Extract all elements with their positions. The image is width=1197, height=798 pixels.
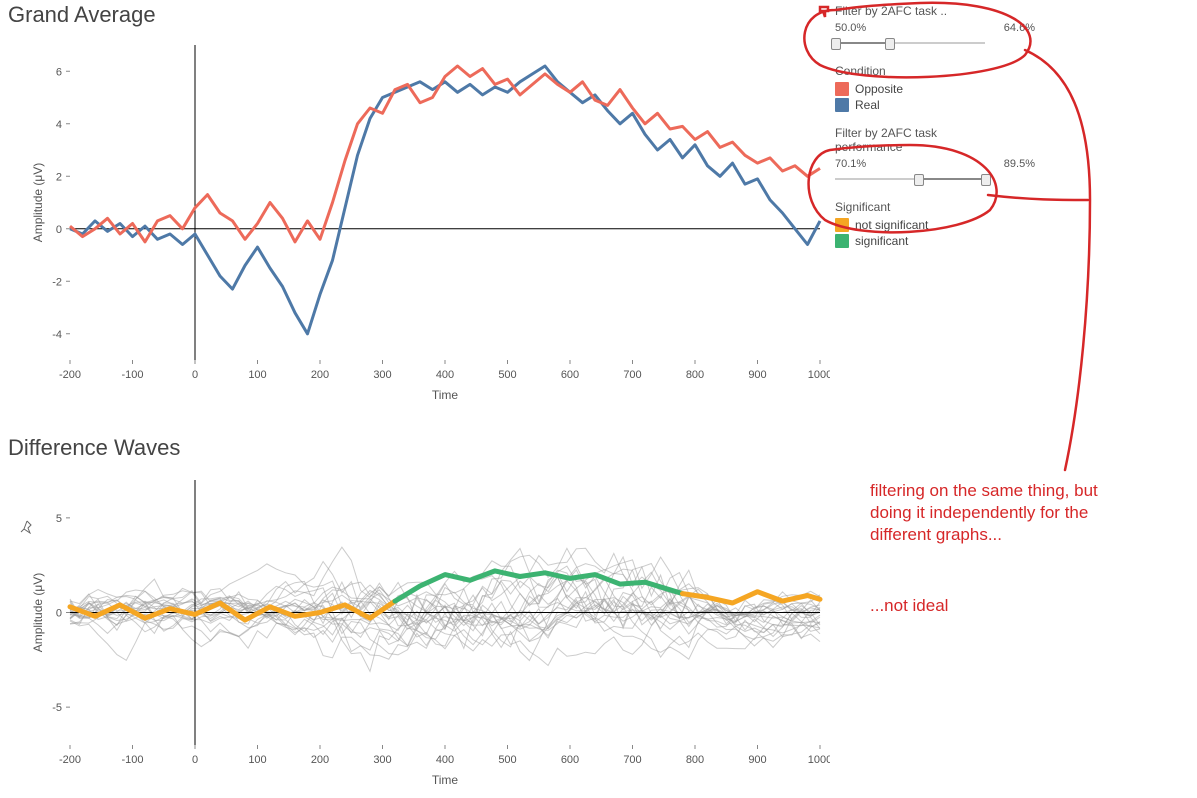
svg-text:200: 200 xyxy=(311,369,329,381)
svg-text:800: 800 xyxy=(686,369,704,381)
filter1-min-label: 50.0% xyxy=(835,22,866,34)
svg-text:0: 0 xyxy=(192,754,198,766)
svg-text:-4: -4 xyxy=(52,329,62,341)
significant-legend: Significant not significant significant xyxy=(835,200,1035,248)
svg-text:900: 900 xyxy=(748,369,766,381)
svg-text:-200: -200 xyxy=(59,369,81,381)
svg-text:Amplitude (μV): Amplitude (μV) xyxy=(31,163,45,243)
svg-text:700: 700 xyxy=(623,754,641,766)
condition-swatch xyxy=(835,82,849,96)
grand-average-chart: -4 -2 0 2 4 6 -200 -100 0 100 200 300 400 500 600 700 80… xyxy=(30,35,830,405)
svg-text:700: 700 xyxy=(623,369,641,381)
svg-text:Time: Time xyxy=(432,388,459,402)
significant-item[interactable]: not significant xyxy=(835,218,1035,232)
svg-text:100: 100 xyxy=(248,369,266,381)
filter1-block: Filter by 2AFC task .. 50.0% 64.6% xyxy=(835,4,1035,50)
filter1-slider[interactable] xyxy=(835,36,985,50)
chart2-title: Difference Waves xyxy=(8,435,180,461)
svg-text:1000: 1000 xyxy=(808,754,830,766)
pin-icon xyxy=(818,5,832,19)
condition-label: Opposite xyxy=(855,82,903,96)
filter2-block: Filter by 2AFC task performance 70.1% 89… xyxy=(835,126,1035,186)
svg-text:600: 600 xyxy=(561,754,579,766)
condition-label: Real xyxy=(855,98,880,112)
filter1-title: Filter by 2AFC task .. xyxy=(835,4,1035,18)
significant-swatch xyxy=(835,234,849,248)
svg-text:400: 400 xyxy=(436,754,454,766)
significant-label: not significant xyxy=(855,218,928,232)
filter1-range-labels: 50.0% 64.6% xyxy=(835,22,1035,34)
svg-text:-2: -2 xyxy=(52,276,62,288)
svg-text:2: 2 xyxy=(56,171,62,183)
chart1-title: Grand Average xyxy=(8,2,156,28)
difference-waves-chart: -5 0 5 -200 -100 0 100 200 300 400 500 600 700 800 900… xyxy=(30,470,830,790)
svg-text:200: 200 xyxy=(311,754,329,766)
svg-text:100: 100 xyxy=(248,754,266,766)
svg-text:-100: -100 xyxy=(121,754,143,766)
pin-icon xyxy=(20,520,34,534)
significant-label: significant xyxy=(855,234,908,248)
condition-item[interactable]: Real xyxy=(835,98,1035,112)
filter2-slider[interactable] xyxy=(835,172,985,186)
filter2-min-label: 70.1% xyxy=(835,158,866,170)
filter2-range-labels: 70.1% 89.5% xyxy=(835,158,1035,170)
condition-legend: Condition Opposite Real xyxy=(835,64,1035,112)
significant-item[interactable]: significant xyxy=(835,234,1035,248)
filter2-title: Filter by 2AFC task performance xyxy=(835,126,975,154)
filter2-max-label: 89.5% xyxy=(1004,158,1035,170)
svg-text:-5: -5 xyxy=(52,702,62,714)
svg-text:800: 800 xyxy=(686,754,704,766)
annotation-text-2: ...not ideal xyxy=(870,595,948,617)
svg-text:-200: -200 xyxy=(59,754,81,766)
svg-text:-100: -100 xyxy=(121,369,143,381)
svg-text:0: 0 xyxy=(192,369,198,381)
svg-text:300: 300 xyxy=(373,754,391,766)
condition-item[interactable]: Opposite xyxy=(835,82,1035,96)
svg-text:1000: 1000 xyxy=(808,369,830,381)
svg-text:900: 900 xyxy=(748,754,766,766)
svg-text:Amplitude (μV): Amplitude (μV) xyxy=(31,573,45,653)
svg-text:0: 0 xyxy=(56,608,62,620)
sidebar: Filter by 2AFC task .. 50.0% 64.6% Condi… xyxy=(835,4,1035,262)
svg-text:6: 6 xyxy=(56,66,62,78)
svg-text:Time: Time xyxy=(432,773,459,787)
svg-text:500: 500 xyxy=(498,369,516,381)
filter1-max-label: 64.6% xyxy=(1004,22,1035,34)
condition-swatch xyxy=(835,98,849,112)
condition-title: Condition xyxy=(835,64,1035,78)
svg-text:4: 4 xyxy=(56,119,62,131)
svg-text:300: 300 xyxy=(373,369,391,381)
significant-swatch xyxy=(835,218,849,232)
svg-text:500: 500 xyxy=(498,754,516,766)
svg-text:0: 0 xyxy=(56,224,62,236)
svg-text:600: 600 xyxy=(561,369,579,381)
annotation-text-1: filtering on the same thing, but doing i… xyxy=(870,480,1130,546)
svg-text:400: 400 xyxy=(436,369,454,381)
significant-title: Significant xyxy=(835,200,1035,214)
svg-text:5: 5 xyxy=(56,513,62,525)
